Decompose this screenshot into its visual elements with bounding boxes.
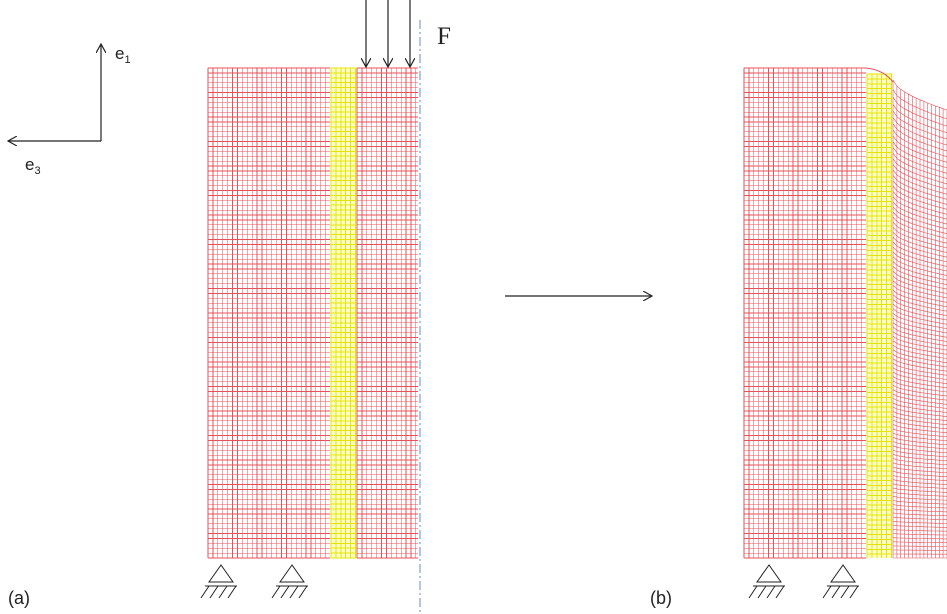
mesh-grid bbox=[866, 73, 892, 558]
pinned-support-icon bbox=[822, 564, 859, 599]
deformed-mesh-grid bbox=[892, 79, 947, 559]
mesh-region-left bbox=[207, 67, 330, 559]
applied-force: F bbox=[366, 0, 451, 67]
supports-panel-a bbox=[200, 564, 308, 599]
layer-fill bbox=[867, 74, 892, 558]
deformed-corner bbox=[865, 67, 894, 83]
mesh-region-deformed bbox=[865, 67, 947, 559]
coordinate-axes: e1 e3 bbox=[8, 44, 131, 177]
mesh-grid bbox=[207, 67, 330, 559]
undeformed-mesh-panel bbox=[207, 67, 418, 559]
panel-b-label: (b) bbox=[650, 588, 672, 608]
mesh-grid bbox=[330, 67, 356, 559]
force-label: F bbox=[437, 23, 451, 50]
pinned-support-icon bbox=[271, 564, 308, 599]
mesh-grid bbox=[743, 67, 866, 559]
e3-label: e3 bbox=[25, 155, 41, 177]
panel-a-label: (a) bbox=[8, 588, 30, 608]
supports-panel-b bbox=[748, 564, 859, 599]
interface-layer bbox=[866, 73, 892, 558]
mesh-region-left bbox=[743, 67, 866, 559]
e1-label: e1 bbox=[115, 44, 131, 66]
deformed-mesh-panel bbox=[743, 67, 947, 559]
mesh-grid bbox=[356, 67, 418, 559]
pinned-support-icon bbox=[748, 564, 785, 599]
interface-layer bbox=[330, 67, 356, 559]
pinned-support-icon bbox=[200, 564, 237, 599]
mesh-region-right bbox=[356, 67, 418, 559]
